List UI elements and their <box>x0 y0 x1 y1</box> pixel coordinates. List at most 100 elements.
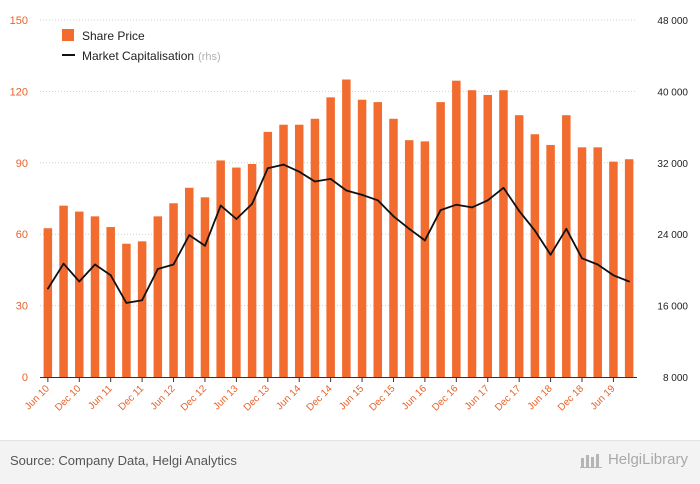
share-price-bar <box>43 228 53 377</box>
x-tick-label: Jun 11 <box>86 383 115 412</box>
x-tick-label: Jun 10 <box>23 383 52 412</box>
legend-label-share-price: Share Price <box>82 29 145 43</box>
market-cap-point <box>282 163 285 166</box>
share-price-bar <box>263 131 273 377</box>
market-cap-point <box>361 194 363 196</box>
share-price-bar <box>609 161 618 377</box>
x-tick-label: Dec 13 <box>242 383 272 413</box>
share-price-bar <box>59 205 68 377</box>
x-tick-label: Dec 11 <box>117 383 147 413</box>
x-tick-label: Dec 15 <box>367 383 397 413</box>
share-price-bar <box>342 79 351 377</box>
share-price-bar <box>357 99 367 377</box>
legend-label-market-cap: Market Capitalisation (rhs) <box>82 49 221 63</box>
share-price-bar <box>546 144 555 377</box>
market-cap-point <box>612 274 615 277</box>
market-cap-point <box>581 257 583 260</box>
right-tick-label: 16 000 <box>657 302 688 313</box>
market-cap-point <box>565 227 568 230</box>
market-cap-point <box>392 215 395 218</box>
share-price-bar <box>624 159 634 377</box>
market-cap-point <box>486 199 489 202</box>
x-tick-label: Jun 14 <box>274 383 303 412</box>
share-price-bar <box>593 147 602 377</box>
market-cap-point <box>204 244 206 247</box>
market-cap-point <box>219 204 222 207</box>
right-tick-label: 40 000 <box>657 87 688 98</box>
x-tick-label: Dec 18 <box>556 383 586 413</box>
market-cap-point <box>596 263 599 266</box>
market-cap-point <box>533 229 536 232</box>
market-cap-point <box>188 234 191 236</box>
market-cap-point <box>549 253 552 256</box>
chart: 0 30 60 90 120 150 8 000 16 000 24 000 32 000 40 … <box>10 15 689 414</box>
logo-text: HelgiLibrary <box>607 451 688 468</box>
market-cap-point <box>518 210 521 212</box>
market-cap-point <box>329 177 332 180</box>
market-cap-point <box>298 170 301 173</box>
left-tick-label: 0 <box>22 372 28 384</box>
share-price-bar <box>294 124 304 377</box>
x-tick-label: Jun 16 <box>400 383 429 412</box>
share-price-bar <box>75 211 84 377</box>
share-price-bar <box>279 124 288 377</box>
share-price-bar <box>436 102 445 378</box>
market-cap-point <box>266 167 269 170</box>
share-price-bar <box>216 160 225 377</box>
left-tick-label: 120 <box>10 86 28 98</box>
share-price-bar <box>389 118 398 378</box>
market-cap-line-path <box>47 163 630 304</box>
share-price-bar <box>90 216 100 377</box>
market-cap-point <box>471 206 473 209</box>
market-cap-point <box>62 262 65 265</box>
x-tick-label: Jun 12 <box>149 383 178 412</box>
x-tick-label: Dec 10 <box>53 383 83 413</box>
share-price-bar <box>467 90 477 378</box>
market-cap-point <box>156 268 159 270</box>
share-price-bars <box>43 79 634 378</box>
share-price-bar <box>530 134 540 377</box>
market-cap-point <box>455 203 458 206</box>
legend: Share Price Market Capitalisation (rhs) <box>62 29 221 63</box>
x-axis-ticks: Jun 10 Dec 10 Jun 11 Dec 11 Jun 12 Dec 12 Jun … <box>23 377 637 414</box>
share-price-bar <box>483 94 492 377</box>
share-price-bar <box>420 141 430 377</box>
market-cap-point <box>439 209 442 212</box>
share-price-bar <box>169 203 178 377</box>
right-axis-ticks: 8 000 16 000 24 000 32 000 40 000 48 000 <box>657 16 688 384</box>
share-price-bar <box>577 147 587 377</box>
share-price-bar <box>153 216 163 377</box>
share-price-bar <box>499 90 508 378</box>
market-cap-point <box>314 180 316 183</box>
x-tick-label: Dec 17 <box>493 383 523 413</box>
x-tick-label: Dec 14 <box>305 383 335 413</box>
left-axis-ticks: 0 30 60 90 120 150 <box>10 15 28 384</box>
share-price-bar <box>404 140 414 377</box>
share-price-bar <box>200 197 210 377</box>
library-logo-icon <box>579 453 602 468</box>
share-price-bar <box>452 80 461 377</box>
left-tick-label: 150 <box>10 15 28 27</box>
share-price-bar <box>122 243 131 377</box>
share-price-bar <box>310 118 320 378</box>
left-tick-label: 30 <box>16 301 28 313</box>
market-cap-point <box>345 189 348 192</box>
x-tick-label: Jun 15 <box>337 383 366 412</box>
x-tick-label: Jun 13 <box>211 383 240 412</box>
source-text: Source: Company Data, Helgi Analytics <box>10 453 237 468</box>
right-tick-label: 24 000 <box>657 230 688 241</box>
market-cap-point <box>125 302 128 304</box>
market-cap-point <box>376 199 379 202</box>
x-tick-label: Dec 12 <box>179 383 209 413</box>
x-tick-label: Jun 19 <box>589 383 618 412</box>
share-price-bar <box>247 163 257 377</box>
market-cap-point <box>94 263 96 266</box>
market-cap-point <box>235 218 238 220</box>
market-cap-point <box>172 263 175 266</box>
share-price-bar <box>137 241 147 377</box>
x-tick-label: Dec 16 <box>430 383 460 413</box>
legend-rhs-note: (rhs) <box>198 51 221 63</box>
x-tick-label: Jun 18 <box>526 383 555 412</box>
market-cap-point <box>408 227 411 230</box>
market-cap-point <box>78 280 81 283</box>
